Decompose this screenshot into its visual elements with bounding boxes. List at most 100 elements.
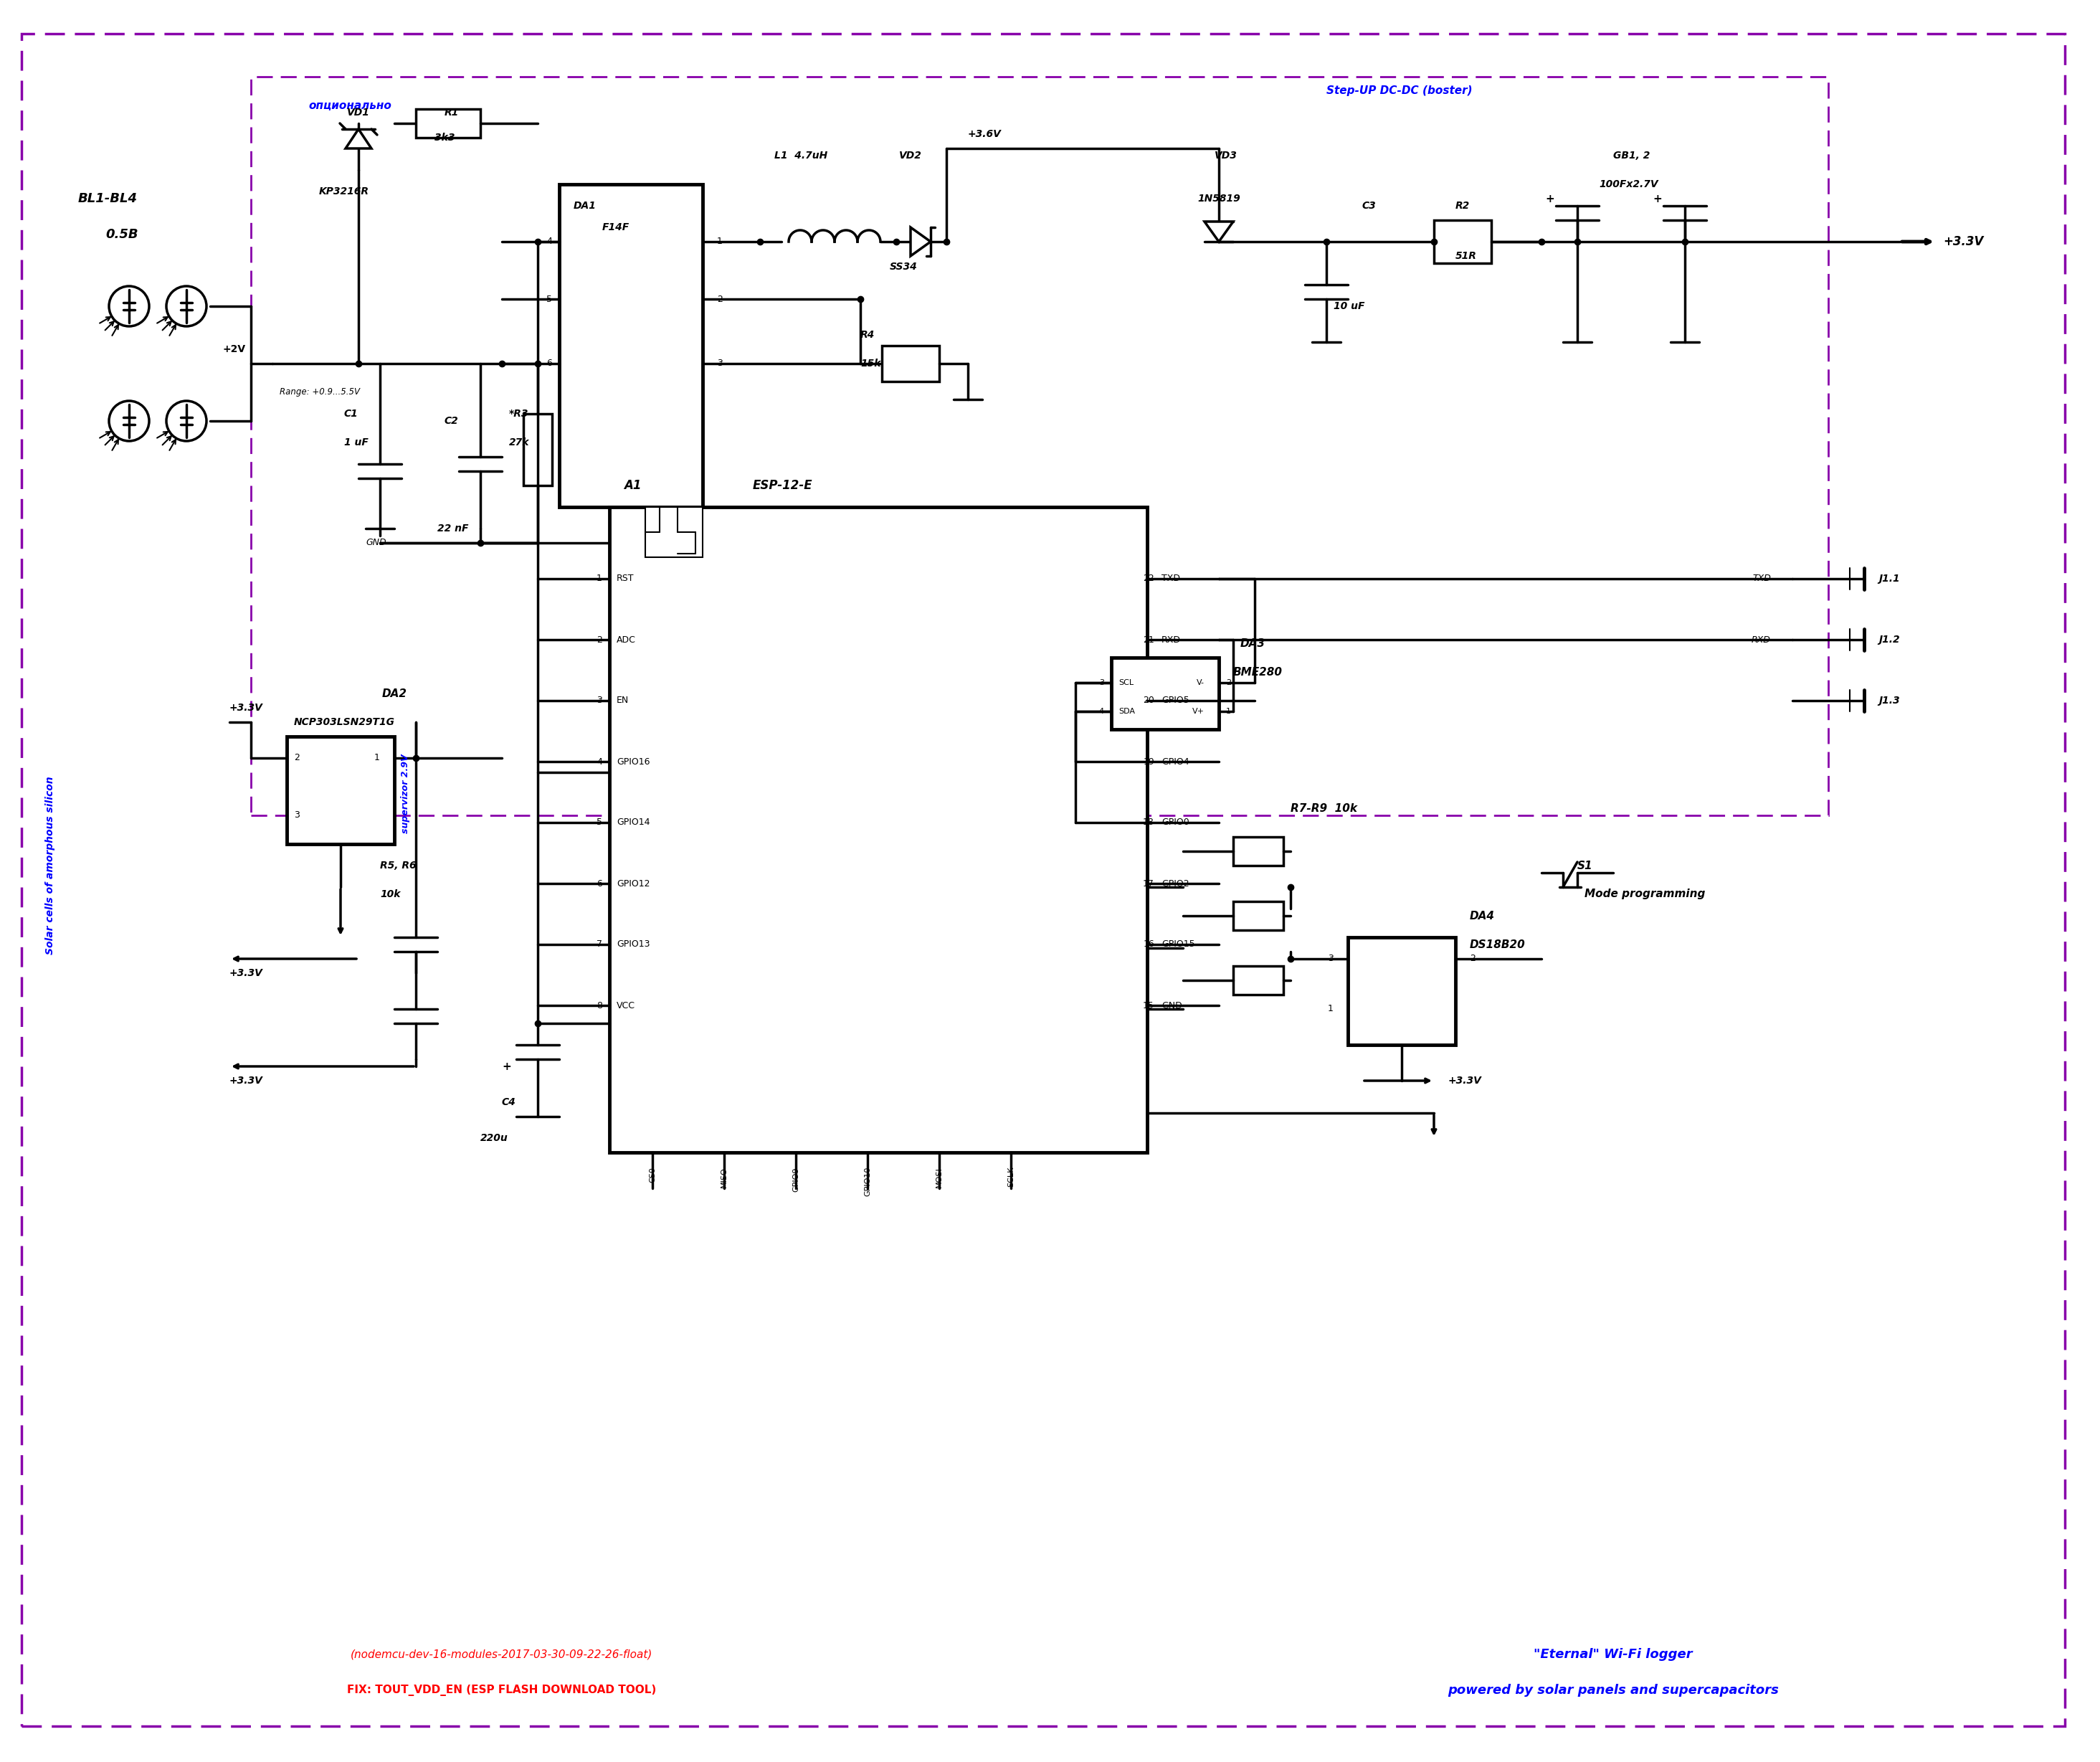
Polygon shape xyxy=(911,227,930,255)
Text: R2: R2 xyxy=(1455,201,1470,211)
Text: опционально: опционально xyxy=(309,100,391,111)
Text: A1: A1 xyxy=(624,479,641,492)
Bar xyxy=(609,507,1147,1152)
Bar xyxy=(1233,966,1283,996)
Bar xyxy=(559,185,704,507)
Text: V-: V- xyxy=(1197,678,1205,685)
Text: +3.3V: +3.3V xyxy=(229,703,262,714)
Text: V+: V+ xyxy=(1193,708,1205,715)
Text: C1: C1 xyxy=(344,409,359,419)
Text: 22: 22 xyxy=(1142,574,1155,583)
Text: +2V: +2V xyxy=(223,344,246,354)
Text: Solar cells of amorphous silicon: Solar cells of amorphous silicon xyxy=(46,777,55,955)
Text: GPIO10: GPIO10 xyxy=(863,1166,872,1196)
Text: VCC: VCC xyxy=(617,1001,634,1010)
Text: VD1: VD1 xyxy=(347,107,370,118)
Text: 1 uF: 1 uF xyxy=(344,437,368,448)
Text: 16: 16 xyxy=(1142,939,1155,950)
Text: GND: GND xyxy=(365,537,386,548)
Text: 4: 4 xyxy=(596,758,603,766)
Text: ESP-12-E: ESP-12-E xyxy=(752,479,813,492)
Text: 1: 1 xyxy=(374,754,380,763)
Text: 18: 18 xyxy=(1142,818,1155,826)
Text: 21: 21 xyxy=(1142,634,1155,645)
Text: SS34: SS34 xyxy=(890,263,918,271)
Text: +3.3V: +3.3V xyxy=(229,967,262,978)
Text: DA2: DA2 xyxy=(382,689,407,700)
Text: GB1, 2: GB1, 2 xyxy=(1613,150,1651,160)
Text: 1: 1 xyxy=(596,574,603,583)
Text: Mode programming: Mode programming xyxy=(1586,888,1705,900)
Text: +: + xyxy=(502,1061,510,1071)
Bar xyxy=(1111,657,1218,729)
Text: 5: 5 xyxy=(546,294,552,303)
Text: ADC: ADC xyxy=(617,634,636,645)
Text: RXD: RXD xyxy=(1751,634,1770,645)
Text: 0.5B: 0.5B xyxy=(105,227,139,241)
Text: EN: EN xyxy=(617,696,630,705)
Text: *R3: *R3 xyxy=(508,409,529,419)
Text: 3: 3 xyxy=(596,696,603,705)
Text: J1.2: J1.2 xyxy=(1880,634,1900,645)
Text: CS0: CS0 xyxy=(649,1166,655,1182)
Text: 3: 3 xyxy=(1098,678,1105,685)
Text: 15k: 15k xyxy=(861,359,880,368)
Text: 10k: 10k xyxy=(380,890,401,899)
Text: 2: 2 xyxy=(1226,678,1231,685)
Text: GPIO15: GPIO15 xyxy=(1161,939,1195,950)
Text: 6: 6 xyxy=(596,879,603,888)
Bar xyxy=(416,109,481,137)
Text: 1: 1 xyxy=(1327,1004,1334,1013)
Text: 10 uF: 10 uF xyxy=(1334,301,1365,312)
Text: DA1: DA1 xyxy=(573,201,596,211)
Text: R4: R4 xyxy=(861,329,876,340)
Text: supervizor 2.9V: supervizor 2.9V xyxy=(401,754,410,833)
Text: GPIO16: GPIO16 xyxy=(617,758,649,766)
Text: 100Fx2.7V: 100Fx2.7V xyxy=(1598,180,1659,189)
Text: KP3216R: KP3216R xyxy=(319,187,370,197)
Text: 20: 20 xyxy=(1142,696,1155,705)
Text: GPIO5: GPIO5 xyxy=(1161,696,1189,705)
Text: F14F: F14F xyxy=(603,222,630,233)
Text: +: + xyxy=(1653,194,1661,204)
Text: SCL: SCL xyxy=(1119,678,1134,685)
Text: 1: 1 xyxy=(716,238,722,247)
Text: 4: 4 xyxy=(1098,708,1105,715)
Text: 19: 19 xyxy=(1142,758,1155,766)
Text: 220u: 220u xyxy=(481,1133,508,1144)
Text: RST: RST xyxy=(617,574,634,583)
Text: +3.6V: +3.6V xyxy=(968,129,1002,139)
Text: SDA: SDA xyxy=(1119,708,1134,715)
Text: GPIO9: GPIO9 xyxy=(792,1166,800,1191)
Text: 3: 3 xyxy=(1327,955,1334,964)
Text: BME280: BME280 xyxy=(1233,666,1283,677)
Bar xyxy=(250,78,1829,816)
Bar xyxy=(645,507,704,557)
Polygon shape xyxy=(347,129,372,148)
Text: R7-R9  10k: R7-R9 10k xyxy=(1292,803,1357,814)
Text: MISO: MISO xyxy=(720,1166,729,1188)
Text: 6: 6 xyxy=(546,359,552,368)
Text: GPIO4: GPIO4 xyxy=(1161,758,1189,766)
Text: 3k3: 3k3 xyxy=(435,132,456,143)
Text: (nodemcu-dev-16-modules-2017-03-30-09-22-26-float): (nodemcu-dev-16-modules-2017-03-30-09-22… xyxy=(351,1649,653,1660)
Text: DA3: DA3 xyxy=(1241,638,1266,648)
Bar xyxy=(523,414,552,486)
Text: 5: 5 xyxy=(596,818,603,826)
Text: VD3: VD3 xyxy=(1214,150,1237,160)
Text: 2: 2 xyxy=(716,294,722,303)
Text: J1.1: J1.1 xyxy=(1880,574,1900,583)
Text: Range: +0.9...5.5V: Range: +0.9...5.5V xyxy=(279,388,359,396)
Text: 4: 4 xyxy=(546,238,552,247)
Text: J1.3: J1.3 xyxy=(1880,696,1900,705)
Text: VD2: VD2 xyxy=(899,150,922,160)
Text: GPIO0: GPIO0 xyxy=(1161,818,1189,826)
Text: GPIO2: GPIO2 xyxy=(1161,879,1189,888)
Text: C4: C4 xyxy=(502,1098,517,1107)
Text: 2: 2 xyxy=(1470,955,1476,964)
Text: SCLK: SCLK xyxy=(1008,1166,1014,1188)
Text: 22 nF: 22 nF xyxy=(437,523,468,534)
Text: BL1-BL4: BL1-BL4 xyxy=(78,192,136,204)
Text: 2: 2 xyxy=(596,634,603,645)
Text: MOSI: MOSI xyxy=(937,1166,943,1188)
